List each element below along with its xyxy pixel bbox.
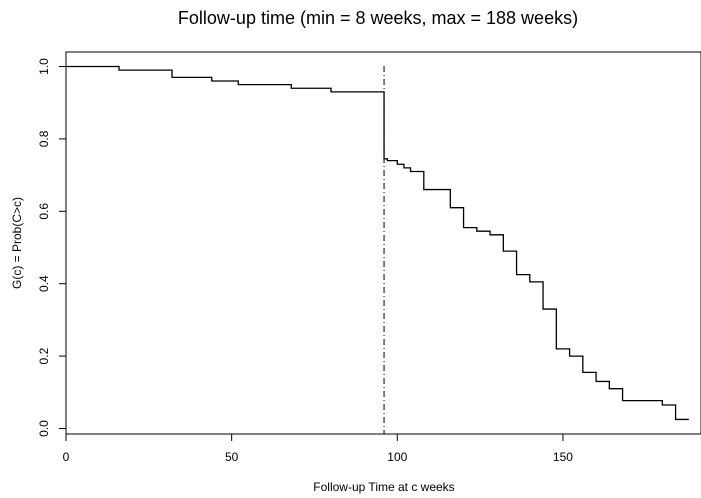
- plot-area: [66, 65, 689, 434]
- x-axis-label: Follow-up Time at c weeks: [313, 480, 454, 494]
- y-tick-label: 0.0: [37, 420, 51, 437]
- y-tick-label: 0.4: [37, 275, 51, 292]
- y-tick-label: 0.8: [37, 130, 51, 147]
- x-tick-label: 150: [553, 450, 573, 464]
- x-tick-label: 100: [387, 450, 407, 464]
- y-axis: 0.0 0.2 0.4 0.6 0.8 1.0: [37, 58, 66, 437]
- survival-step-line: [66, 65, 689, 421]
- x-axis: 0 50 100 150: [63, 434, 573, 464]
- x-tick-label: 0: [63, 450, 70, 464]
- chart-title: Follow-up time (min = 8 weeks, max = 188…: [178, 8, 578, 28]
- y-tick-label: 0.6: [37, 203, 51, 220]
- y-tick-label: 1.0: [37, 58, 51, 75]
- plot-frame: [65, 51, 701, 435]
- y-axis-label: G(c) = Prob(C>c): [10, 197, 24, 289]
- x-tick-label: 50: [225, 450, 239, 464]
- y-tick-label: 0.2: [37, 347, 51, 364]
